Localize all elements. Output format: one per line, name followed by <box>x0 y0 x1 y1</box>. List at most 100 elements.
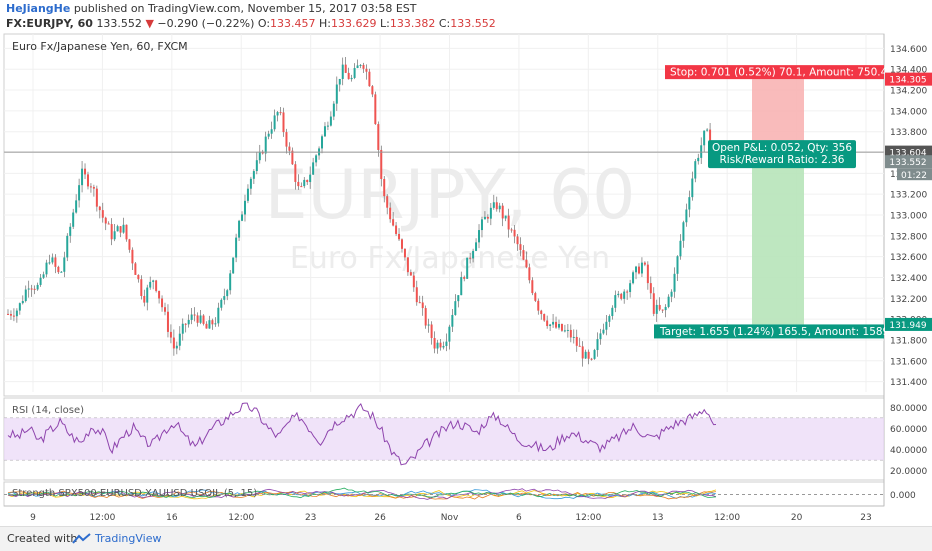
crosshair-price-tag: 133.604 <box>889 149 926 159</box>
candle-body <box>12 315 15 317</box>
candle-body <box>658 304 661 310</box>
candle-body <box>241 214 244 221</box>
time-tick-label: Nov <box>441 513 459 523</box>
candle-body <box>483 216 486 220</box>
candle-body <box>312 162 315 175</box>
candle-body <box>214 323 217 325</box>
candle-body <box>537 300 540 311</box>
candle-body <box>232 257 235 274</box>
current-price-tag-box <box>885 155 932 169</box>
candle-body <box>643 262 646 265</box>
candle-body <box>122 224 125 233</box>
candle-body <box>335 84 338 104</box>
candle-body <box>709 129 712 149</box>
candle-body <box>534 293 537 301</box>
rsi-tick-label: 80.0000 <box>890 404 927 414</box>
candle-body <box>368 71 371 87</box>
time-axis[interactable]: 9 12:00 16 12:00 23 26 Nov 6 12:00 13 12:00 20 23 <box>30 513 872 523</box>
candle-body <box>569 329 572 338</box>
candle-body <box>478 230 481 243</box>
candle-body <box>315 155 318 163</box>
candle-body <box>623 291 626 299</box>
time-tick-label: 12:00 <box>575 513 601 523</box>
strength-title: Strength SPX500 EURUSD XAUUSD USOIL (5, … <box>12 488 257 499</box>
candle-body <box>552 321 555 325</box>
candle-body <box>353 68 356 78</box>
time-tick-label: 12:00 <box>228 513 254 523</box>
candle-body <box>365 68 368 72</box>
price-tick-label: 133.000 <box>890 212 927 222</box>
candle-body <box>578 345 581 347</box>
candle-body <box>42 274 45 278</box>
price-tick-label: 132.600 <box>890 253 927 263</box>
tradingview-link[interactable]: TradingView <box>95 532 162 545</box>
candle-body <box>489 207 492 219</box>
published-text: published on TradingView.com, November 1… <box>73 2 417 15</box>
stop-price-tag: 134.305 <box>889 76 926 86</box>
candle-body <box>131 249 134 264</box>
candle-body <box>291 150 294 165</box>
candle-body <box>119 226 122 233</box>
candle-body <box>664 306 667 311</box>
candle-body <box>436 342 439 349</box>
candle-body <box>184 323 187 325</box>
target-zone[interactable] <box>752 152 804 325</box>
candle-body <box>599 333 602 340</box>
candle-body <box>463 277 466 279</box>
candle-body <box>220 299 223 308</box>
candle-body <box>519 244 522 251</box>
candle-body <box>332 103 335 117</box>
candle-body <box>632 272 635 284</box>
stop-zone[interactable] <box>752 79 804 153</box>
candle-body <box>288 146 291 151</box>
candle-body <box>403 248 406 258</box>
candle-body <box>386 196 389 208</box>
candle-body <box>581 346 584 359</box>
candle-body <box>51 257 54 263</box>
candle-body <box>15 310 18 317</box>
candle-body <box>27 288 30 290</box>
candle-body <box>243 200 246 215</box>
candle-body <box>107 223 110 225</box>
candle-body <box>238 220 241 238</box>
candle-body <box>155 280 158 291</box>
candle-body <box>486 216 489 219</box>
candle-body <box>614 295 617 308</box>
candle-body <box>181 323 184 334</box>
author-link[interactable]: HeJiangHe <box>6 2 71 15</box>
candle-body <box>36 284 39 290</box>
candle-body <box>282 112 285 133</box>
candle-body <box>703 130 706 146</box>
candle-body <box>575 336 578 346</box>
candle-body <box>472 250 475 259</box>
candle-body <box>169 331 172 338</box>
candle-body <box>329 116 332 126</box>
candle-body <box>89 186 92 188</box>
candle-body <box>646 264 649 284</box>
candle-body <box>18 303 21 311</box>
candle-body <box>9 314 12 316</box>
price-axis[interactable]: 134.600 134.400 134.200 134.000 133.800 133.6… <box>890 45 927 388</box>
pnl-label-box <box>708 140 856 169</box>
candle-body <box>469 257 472 259</box>
candle-body <box>706 129 709 131</box>
candle-body <box>75 200 78 213</box>
countdown-box <box>897 168 932 181</box>
candle-body <box>258 151 261 161</box>
candle-body <box>400 239 403 249</box>
candle-body <box>457 295 460 302</box>
candle-body <box>84 168 87 175</box>
last-price: 133.552 <box>96 17 142 30</box>
candle-body <box>267 133 270 137</box>
candle-body <box>383 178 386 197</box>
candle-body <box>164 307 167 312</box>
candle-body <box>593 350 596 359</box>
candle-body <box>143 296 146 303</box>
rsi-axis: 80.0000 60.0000 40.0000 20.0000 <box>890 404 927 477</box>
time-tick-label: 6 <box>516 513 522 523</box>
candle-body <box>60 271 63 273</box>
candle-body <box>516 236 519 245</box>
candle-body <box>513 229 516 237</box>
symbol[interactable]: FX:EURJPY, 60 <box>6 17 93 30</box>
candle-body <box>652 293 655 314</box>
